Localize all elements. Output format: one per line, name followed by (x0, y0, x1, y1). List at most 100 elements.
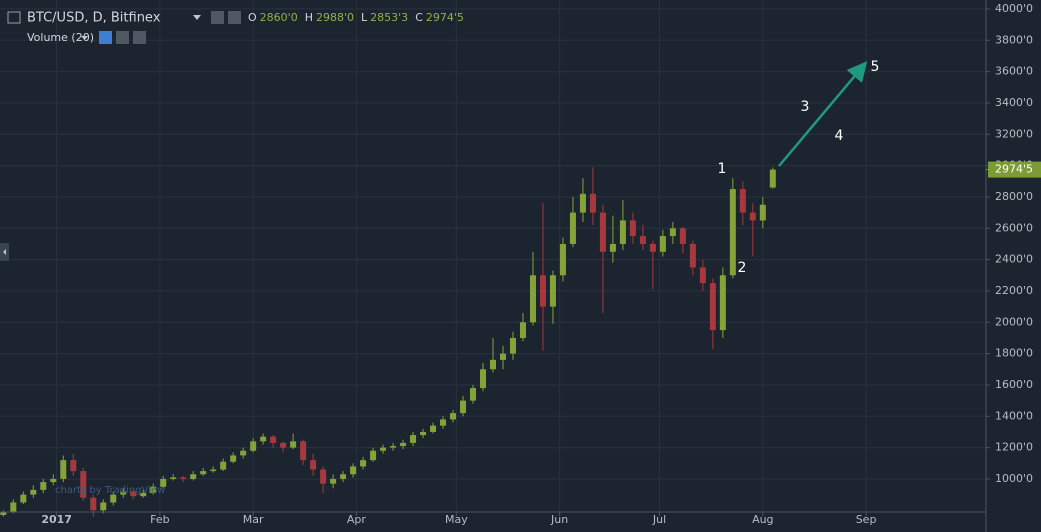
candle-body (430, 425, 437, 432)
candle-body (400, 442, 407, 447)
candle-body (609, 243, 616, 252)
dropdown[interactable] (81, 36, 88, 40)
candle-body (569, 212, 576, 244)
settings-btn[interactable] (116, 31, 129, 44)
candle-body (300, 441, 307, 461)
x-tick-label: Mar (243, 513, 264, 526)
plot (0, 167, 776, 517)
close-btn[interactable] (133, 31, 146, 44)
candle-body (370, 450, 377, 461)
candle-body (90, 497, 97, 511)
candle-body (190, 474, 197, 479)
symbol: BTC/USD, D, Bitfinex (27, 11, 161, 26)
candle-body (240, 450, 247, 456)
watermark: charts by TradingView (55, 485, 165, 496)
y-tick-label: 1800'0 (995, 347, 1033, 360)
candle-body (490, 359, 496, 370)
candle-body (350, 466, 357, 475)
candle-body (619, 220, 626, 244)
candle-body (20, 494, 27, 503)
candle-body (100, 502, 107, 511)
candle-body (519, 322, 526, 338)
x-tick-label: Sep (856, 513, 877, 526)
wave-label: 3 (801, 99, 810, 115)
candle-body (210, 469, 217, 472)
candle-body (60, 460, 67, 479)
y-tick-label: 3200'0 (995, 127, 1033, 140)
y-tick-label: 3600'0 (995, 65, 1033, 78)
y-tick-label: 2400'0 (995, 253, 1033, 266)
candle-body (420, 431, 427, 436)
candle-body (380, 447, 387, 451)
candle-body (739, 189, 746, 213)
wave-label: 4 (835, 128, 844, 144)
x-tick-label: May (445, 513, 468, 526)
candle-body (330, 478, 337, 484)
y-tick-label: 1400'0 (995, 409, 1033, 422)
candle-body (679, 228, 686, 244)
candle-body (440, 419, 447, 426)
y-tick-label: 2000'0 (995, 315, 1033, 328)
candle-body (360, 460, 367, 467)
candle-body (480, 369, 487, 389)
ohlc-key: H (305, 11, 313, 24)
ohlc-key: C (415, 11, 423, 24)
wave-label: 2 (738, 260, 747, 276)
candle-body (599, 212, 606, 252)
candle-body (390, 446, 397, 448)
candle-body (280, 442, 287, 448)
settings-btn[interactable] (211, 11, 224, 24)
candle-body (160, 478, 167, 487)
candle-body (589, 193, 596, 213)
grid (0, 0, 986, 512)
candle-body (769, 169, 776, 188)
menu-icon[interactable] (7, 11, 21, 24)
candle-body (270, 436, 277, 443)
candle-body (0, 511, 7, 515)
wave-label: 1 (718, 161, 727, 177)
candle-body (80, 471, 87, 498)
ohlc-key: O (248, 11, 257, 24)
y-tick-label: 1200'0 (995, 441, 1033, 454)
candle-body (649, 243, 656, 252)
candle-body (340, 474, 347, 479)
candle-body (410, 435, 417, 443)
projection-arrow (778, 61, 868, 167)
dropdown[interactable] (193, 15, 201, 20)
candle-body (50, 478, 57, 483)
candle-body (719, 275, 726, 331)
x-tick-label: Jun (550, 513, 568, 526)
candle-body (170, 477, 177, 479)
candle-body (549, 275, 556, 307)
candle-body (579, 193, 586, 213)
candle-body (10, 502, 17, 512)
y-tick-label: 2600'0 (995, 221, 1033, 234)
x-tick-label: Jul (652, 513, 666, 526)
wave-label: 5 (871, 59, 880, 75)
candle-body (509, 337, 516, 354)
ohlc-value: 2988'0 (316, 11, 354, 24)
candle-body (460, 400, 467, 414)
eye-btn[interactable] (99, 31, 112, 44)
candle-body (699, 267, 706, 284)
candle-body (230, 455, 237, 462)
candle-body (529, 275, 536, 323)
candle-body (709, 283, 716, 331)
y-tick-label: 4000'0 (995, 2, 1033, 15)
y-tick-label: 2800'0 (995, 190, 1033, 203)
y-tick-label: 2200'0 (995, 284, 1033, 297)
candle-body (470, 388, 477, 401)
last-price-label: 2974'5 (995, 163, 1033, 176)
y-tick-label: 3800'0 (995, 33, 1033, 46)
candle-body (749, 212, 756, 221)
candle-body (130, 491, 137, 497)
candle-body (220, 461, 227, 470)
candle-body (110, 494, 117, 503)
x-tick-label: Aug (752, 513, 773, 526)
candle-body (70, 460, 77, 472)
candle-body (659, 236, 666, 252)
candle-body (539, 275, 546, 307)
settings-btn[interactable] (228, 11, 241, 24)
ohlc-value: 2853'3 (370, 11, 408, 24)
candle-body (689, 243, 696, 268)
